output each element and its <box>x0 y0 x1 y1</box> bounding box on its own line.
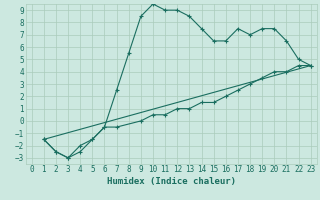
X-axis label: Humidex (Indice chaleur): Humidex (Indice chaleur) <box>107 177 236 186</box>
